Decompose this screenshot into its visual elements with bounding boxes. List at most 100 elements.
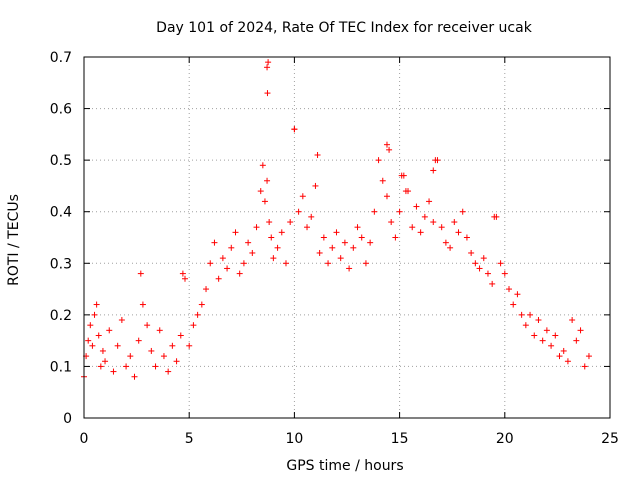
data-point [249,249,256,256]
data-point [552,332,559,339]
data-point [91,311,98,318]
data-point [539,337,546,344]
data-point [314,151,321,158]
data-point [316,249,323,256]
y-tick-label: 0.1 [50,359,72,375]
data-point [430,219,437,226]
data-point [354,224,361,231]
data-points [81,59,592,380]
y-tick-label: 0.2 [50,308,72,324]
data-point [224,265,231,272]
y-axis-label: ROTI / TECUs [6,194,22,286]
chart-title: Day 101 of 2024, Rate Of TEC Index for r… [156,20,533,36]
data-point [156,327,163,334]
data-point [211,239,218,246]
data-point [308,213,315,220]
data-point [264,90,271,97]
data-point [451,219,458,226]
x-tick-label: 0 [80,431,89,447]
data-point [417,229,424,236]
data-point [203,286,210,293]
data-point [329,244,336,251]
data-point [304,224,311,231]
data-point [135,337,142,344]
data-point [392,234,399,241]
data-point [139,301,146,308]
data-point [257,188,264,195]
data-point [484,270,491,277]
data-point [518,311,525,318]
data-point [173,358,180,365]
data-point [350,244,357,251]
data-point [358,234,365,241]
data-point [102,358,109,365]
data-point [543,327,550,334]
data-point [573,337,580,344]
data-point [506,286,513,293]
data-point [232,229,239,236]
data-point [569,317,576,324]
data-point [265,59,272,66]
data-point [89,342,96,349]
x-tick-label: 20 [496,431,514,447]
data-point [152,363,159,370]
data-point [264,177,271,184]
data-point [430,167,437,174]
data-point [169,342,176,349]
data-point [514,291,521,298]
data-point [198,301,205,308]
data-point [447,244,454,251]
data-point [95,332,102,339]
data-point [497,260,504,267]
data-point [386,146,393,153]
data-point [468,249,475,256]
data-point [535,317,542,324]
data-point [312,182,319,189]
data-point [510,301,517,308]
data-point [219,255,226,262]
data-point [207,260,214,267]
x-axis-ticks: 0 5 10 15 20 25 [80,57,619,447]
data-point [228,244,235,251]
data-point [123,363,130,370]
data-point [527,311,534,318]
data-point [266,219,273,226]
data-point [383,141,390,148]
data-point [398,172,405,179]
data-point [438,224,445,231]
data-point [179,270,186,277]
data-point [489,280,496,287]
data-point [459,208,466,215]
data-point [426,198,433,205]
data-point [186,342,193,349]
y-axis-ticks: 0 0.1 0.2 0.3 0.4 0.5 0.6 0.7 [50,50,610,427]
data-point [585,353,592,360]
data-point [320,234,327,241]
data-point [491,213,498,220]
data-point [299,193,306,200]
data-point [165,368,172,375]
data-point [177,332,184,339]
data-point [144,322,151,329]
data-point [413,203,420,210]
data-point [287,219,294,226]
y-tick-label: 0 [63,411,72,427]
data-point [341,239,348,246]
data-point [346,265,353,272]
data-point [531,332,538,339]
grid-lines [84,57,610,418]
x-tick-label: 10 [285,431,303,447]
data-point [194,311,201,318]
data-point [388,219,395,226]
data-point [371,208,378,215]
data-point [282,260,289,267]
data-point [106,327,113,334]
data-point [253,224,260,231]
data-point [118,317,125,324]
data-point [432,157,439,164]
data-point [548,342,555,349]
data-point [160,353,167,360]
x-tick-label: 15 [391,431,409,447]
data-point [215,275,222,282]
